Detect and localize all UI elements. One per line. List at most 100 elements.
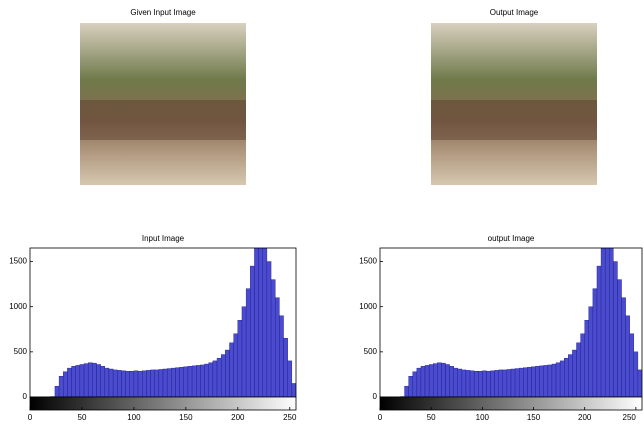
bar [588,306,594,397]
bar [420,366,426,397]
bar [241,306,247,397]
bar [179,367,184,397]
bar [104,367,110,397]
y-tick-label: 0 [23,392,28,401]
bar [287,360,293,397]
y-tick-label: 500 [364,347,378,356]
bar [437,362,442,397]
bar [100,366,106,397]
bar [291,383,296,397]
y-tick-label: 0 [373,392,378,401]
bar [208,362,214,397]
bar [266,261,272,397]
bar [502,369,508,397]
bar [527,367,532,397]
bar [498,369,504,397]
bar [473,371,479,397]
bar [584,320,589,397]
x-tick-label: 150 [527,413,541,422]
bar [617,279,622,397]
bar [117,370,122,397]
x-tick-label: 100 [127,413,141,422]
y-tick-label: 1500 [359,257,377,266]
x-tick-label: 150 [179,413,193,422]
bar [609,248,614,397]
bar [592,288,598,397]
bar [162,368,168,397]
y-tick-label: 1500 [9,257,27,266]
bar [262,248,268,397]
bar [404,385,409,397]
bar [71,366,76,397]
bar [220,354,226,397]
bar [92,362,97,397]
colorbar [379,396,643,411]
bar [416,367,422,397]
bar [175,367,180,397]
image-title: Given Input Image [130,8,196,17]
bar [258,248,263,397]
bar [625,315,630,397]
bar [154,369,160,397]
bar [121,370,126,397]
bar [58,376,64,397]
y-tick-label: 500 [14,347,28,356]
bar [490,370,495,397]
bar [580,333,585,397]
bar [457,368,463,397]
image-title: Output Image [490,8,539,17]
bar [125,371,130,397]
x-tick-label: 50 [427,413,436,422]
x-tick-label: 0 [28,413,33,422]
bar [275,297,280,397]
bar [225,349,230,397]
bar [424,365,430,397]
bar [428,364,434,397]
bar [96,364,101,397]
bar [551,363,557,397]
bar [543,365,549,397]
bar [233,333,239,397]
bar [412,371,418,397]
bar [270,279,276,397]
x-tick-label: 100 [476,413,490,422]
bar [494,370,499,397]
bar [523,367,528,397]
bar [112,369,118,397]
bar [535,366,540,397]
bar [576,342,581,397]
bar [254,248,259,397]
x-tick-label: 250 [283,413,297,422]
bar [87,362,93,397]
bar [166,368,172,397]
bar [510,368,516,397]
bar [200,364,205,397]
bar [137,371,143,397]
bar [482,370,487,397]
bar [572,349,577,397]
bar [171,367,176,397]
bar [637,369,642,397]
bar [216,357,222,397]
x-tick-label: 250 [623,413,637,422]
bar [150,369,155,397]
bar [600,248,606,397]
bar [445,364,450,397]
bar [204,363,209,397]
bar [408,376,413,397]
x-tick-label: 200 [578,413,592,422]
bar [568,354,573,397]
bar [596,265,602,397]
bar [283,338,288,397]
bar [465,370,471,397]
bar [229,342,234,397]
bar [183,366,189,397]
bar [212,360,218,397]
bar [449,366,454,397]
bar [506,369,512,397]
bar [129,371,135,397]
bar [604,248,610,397]
x-tick-label: 0 [378,413,383,422]
bar [478,371,483,397]
colorbar [29,396,297,411]
